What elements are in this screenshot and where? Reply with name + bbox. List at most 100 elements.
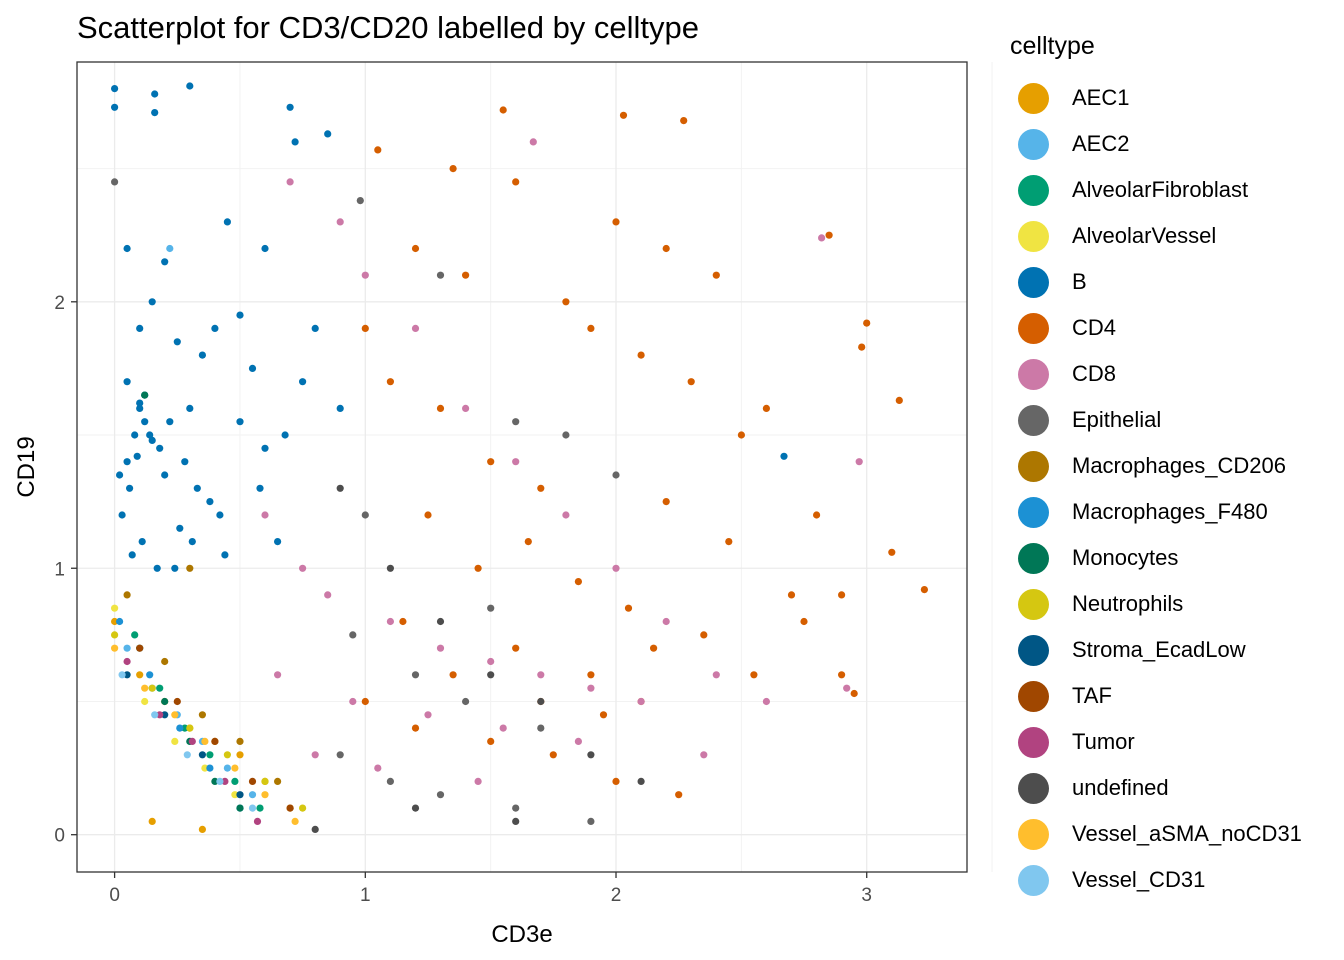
point-B (286, 103, 294, 111)
point-CD4 (762, 404, 771, 412)
point-CD8 (712, 671, 720, 679)
point-B (221, 551, 229, 559)
legend-item: Vessel_CD31 (1010, 858, 1340, 904)
point-CD4 (462, 271, 470, 279)
point-B (126, 484, 134, 492)
point-CD4 (449, 671, 457, 679)
point-CD8 (499, 724, 507, 732)
point-CD4 (361, 324, 369, 332)
point-CD8 (424, 711, 432, 719)
point-Stroma_EcadLow (198, 751, 206, 759)
point-CD4 (487, 737, 495, 746)
point-CD4 (599, 711, 608, 719)
point-CD4 (650, 644, 658, 652)
point-Macrophages_F480 (176, 724, 184, 732)
point-TAF (211, 737, 219, 746)
point-B (211, 324, 219, 332)
point-B (274, 538, 282, 546)
point-CD8 (818, 234, 826, 242)
point-Vessel_aSMA_noCD31 (291, 817, 299, 826)
point-Neutrophils (299, 804, 307, 812)
point-undefined (537, 697, 545, 706)
point-B (171, 564, 179, 572)
legend-item: AEC2 (1010, 122, 1340, 168)
point-AlveolarFibroblast (131, 631, 139, 639)
point-Vessel_aSMA_noCD31 (231, 764, 239, 772)
point-Macrophages_F480 (206, 764, 214, 772)
point-B (291, 138, 299, 146)
point-Neutrophils (148, 684, 156, 692)
legend-label: CD8 (1072, 361, 1117, 386)
point-Vessel_CD31 (216, 777, 224, 786)
point-AlveolarFibroblast (206, 751, 214, 759)
legend-key (1018, 359, 1049, 390)
point-B (186, 82, 194, 90)
point-CD4 (825, 231, 833, 239)
legend-key (1018, 451, 1049, 482)
legend-item: AEC1 (1010, 76, 1340, 122)
point-CD8 (349, 697, 357, 706)
point-CD4 (512, 178, 520, 186)
point-Neutrophils (111, 631, 119, 639)
axis-ticks: 0 1 2 3 0 1 2 (54, 293, 872, 906)
point-Tumor (253, 817, 262, 826)
point-AlveolarVessel (141, 697, 149, 706)
legend-label: AlveolarFibroblast (1072, 177, 1249, 202)
point-CD4 (524, 538, 532, 546)
point-CD8 (436, 644, 445, 652)
legend-item: Stroma_EcadLow (1010, 628, 1340, 674)
legend-key (1018, 405, 1049, 436)
point-B (153, 564, 161, 572)
point-Macrophages_CD206 (161, 657, 169, 666)
point-AlveolarVessel (111, 604, 119, 612)
point-Epithelial (436, 271, 445, 279)
point-CD8 (311, 751, 319, 759)
point-B (136, 404, 144, 412)
point-AlveolarVessel (171, 737, 179, 746)
point-AEC1 (198, 825, 206, 834)
point-CD4 (562, 298, 570, 306)
legend-key (1018, 681, 1049, 712)
point-CD8 (700, 751, 708, 759)
point-CD8 (462, 404, 470, 412)
point-Vessel_CD31 (118, 671, 126, 679)
point-CD4 (712, 271, 720, 279)
point-B (261, 444, 269, 452)
point-CD8 (855, 458, 863, 466)
point-B (136, 324, 144, 332)
legend-key (1018, 313, 1049, 344)
point-CD4 (619, 111, 628, 119)
x-tick-label: 3 (861, 885, 872, 906)
point-AEC1 (136, 671, 144, 679)
point-CD4 (512, 644, 520, 652)
point-CD8 (324, 591, 332, 599)
legend-key (1018, 543, 1049, 574)
point-CD4 (436, 404, 445, 412)
point-Macrophages_F480 (116, 617, 124, 626)
point-AEC2 (248, 791, 257, 799)
point-CD4 (487, 458, 495, 466)
point-Stroma_EcadLow (161, 711, 169, 719)
point-B (161, 258, 169, 266)
x-tick-label: 1 (360, 885, 371, 906)
point-B (193, 484, 201, 492)
point-CD4 (424, 511, 432, 519)
point-CD4 (813, 511, 821, 519)
legend-item: Vessel_aSMA_noCD31 (1010, 812, 1340, 858)
point-B (188, 538, 196, 546)
point-CD4 (662, 244, 670, 253)
point-CD4 (687, 378, 695, 386)
point-B (141, 418, 149, 426)
point-Vessel_CD31 (248, 804, 257, 812)
point-CD8 (361, 271, 369, 279)
legend-item: Macrophages_F480 (1010, 490, 1340, 536)
point-CD4 (800, 617, 808, 626)
point-AEC2 (166, 244, 174, 253)
point-TAF (136, 644, 144, 652)
legend-key (1018, 221, 1049, 252)
point-CD8 (512, 458, 520, 466)
point-undefined (637, 777, 645, 786)
legend-key (1018, 819, 1049, 850)
point-TAF (173, 697, 181, 706)
